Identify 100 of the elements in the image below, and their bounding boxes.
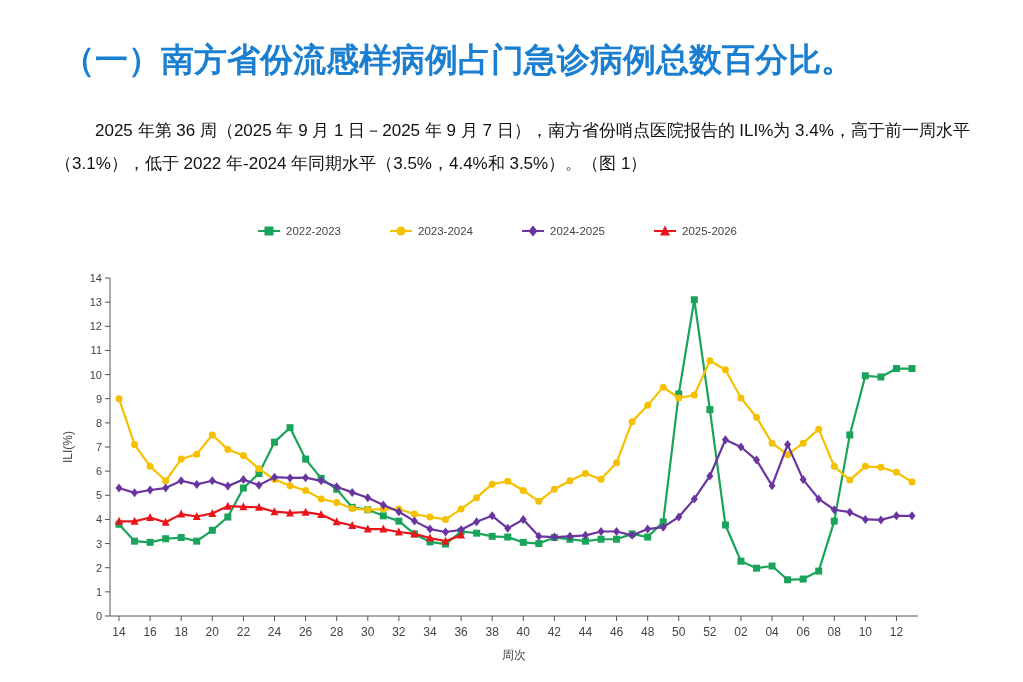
point <box>162 535 170 543</box>
point <box>193 450 201 458</box>
point <box>690 494 698 504</box>
point <box>846 476 854 484</box>
point <box>177 476 185 486</box>
x-tick-label: 18 <box>174 625 189 639</box>
point <box>830 462 838 470</box>
y-tick-label: 4 <box>95 513 102 526</box>
point <box>208 476 216 486</box>
point <box>457 530 466 539</box>
point <box>892 511 900 521</box>
x-tick-label: 24 <box>267 625 282 639</box>
point <box>892 365 900 373</box>
point <box>892 468 900 476</box>
point <box>753 455 761 465</box>
x-tick-label: 26 <box>298 625 313 639</box>
point <box>161 517 170 526</box>
x-tick-label: 52 <box>703 625 717 639</box>
point <box>177 534 185 542</box>
point <box>442 527 450 537</box>
x-tick-label: 02 <box>734 625 748 639</box>
point <box>877 515 885 525</box>
point <box>146 513 155 521</box>
legend-label: 2023-2024 <box>418 225 474 237</box>
y-tick-label: 7 <box>95 441 102 453</box>
x-tick-label: 38 <box>485 625 500 639</box>
point <box>286 508 295 517</box>
x-tick-label: 36 <box>454 625 469 639</box>
point <box>239 451 247 459</box>
point <box>426 513 434 521</box>
point <box>302 486 310 494</box>
point <box>737 557 745 565</box>
point <box>768 439 776 447</box>
point <box>753 413 761 421</box>
point <box>877 463 885 471</box>
x-tick-label: 08 <box>827 625 842 639</box>
point <box>861 372 869 380</box>
point <box>115 483 123 493</box>
point <box>815 567 823 575</box>
point <box>519 514 527 524</box>
point <box>410 516 418 526</box>
y-tick-label: 13 <box>89 296 102 309</box>
point <box>908 365 916 373</box>
point <box>317 510 326 519</box>
point <box>690 391 698 399</box>
point <box>613 535 621 543</box>
point <box>224 481 232 491</box>
x-tick-label: 04 <box>765 625 780 639</box>
point <box>908 478 916 486</box>
point <box>535 531 543 541</box>
legend-label: 2024-2025 <box>550 225 605 237</box>
y-tick-label: 12 <box>89 320 102 333</box>
point <box>659 383 667 391</box>
y-tick-label: 8 <box>95 416 102 429</box>
point <box>130 516 139 525</box>
point <box>379 500 387 510</box>
point <box>115 395 123 403</box>
point <box>535 540 543 548</box>
point <box>348 520 357 529</box>
point <box>441 536 450 545</box>
point <box>286 482 294 490</box>
point <box>721 521 729 529</box>
point <box>799 475 807 485</box>
point <box>426 524 434 534</box>
point <box>131 488 139 498</box>
point <box>504 477 512 485</box>
point <box>364 493 372 503</box>
point <box>659 522 667 532</box>
point <box>333 499 341 507</box>
x-tick-label: 42 <box>547 625 562 639</box>
point <box>721 435 729 445</box>
point <box>286 424 294 432</box>
point <box>784 440 792 450</box>
point <box>535 497 543 505</box>
point <box>815 494 823 504</box>
point <box>442 515 450 523</box>
x-tick-label: 34 <box>423 625 437 639</box>
point <box>488 532 496 540</box>
point <box>613 527 621 536</box>
point <box>363 524 372 533</box>
x-tick-label: 30 <box>361 625 375 639</box>
point <box>908 511 916 521</box>
point <box>613 459 621 467</box>
x-tick-label: 22 <box>236 625 251 639</box>
point <box>861 462 869 470</box>
point <box>286 473 294 483</box>
point <box>131 441 139 449</box>
point <box>425 533 434 542</box>
point <box>302 473 310 483</box>
point <box>146 462 154 470</box>
point <box>395 517 403 525</box>
point <box>846 431 854 439</box>
point <box>690 296 698 304</box>
y-axis-title: ILI(%) <box>61 430 75 464</box>
point <box>566 477 574 485</box>
point <box>177 509 186 518</box>
point <box>675 394 683 402</box>
point <box>488 511 496 521</box>
point <box>302 455 310 463</box>
point <box>270 507 279 516</box>
